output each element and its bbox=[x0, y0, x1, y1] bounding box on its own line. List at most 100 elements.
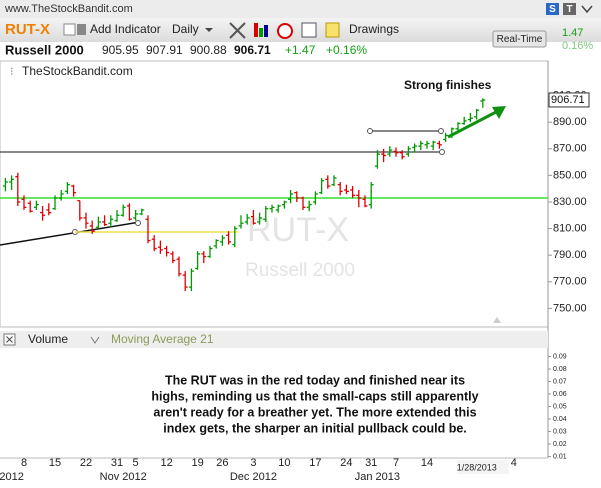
x-tick-label: 14 bbox=[421, 457, 433, 469]
annotation: Strong finishes bbox=[404, 78, 492, 92]
x-tick-label: 4 bbox=[511, 457, 517, 469]
volume-options[interactable] bbox=[90, 336, 100, 344]
volume-tick-label: 0.08 bbox=[553, 366, 567, 373]
period-arrow[interactable] bbox=[205, 28, 213, 32]
commentary-line: The RUT was in the red today and finishe… bbox=[165, 373, 465, 387]
tools-icon[interactable] bbox=[229, 22, 246, 39]
x-tick-label: 12 bbox=[160, 457, 172, 469]
indicator-icon[interactable] bbox=[77, 24, 86, 35]
volume-tick-label: 0.07 bbox=[553, 378, 567, 385]
side-change-pct: 0.16% bbox=[562, 40, 593, 52]
layout-icon[interactable] bbox=[301, 22, 317, 38]
add-indicator[interactable]: Add Indicator bbox=[90, 22, 161, 36]
indicator-label: Moving Average 21 bbox=[111, 332, 214, 346]
y-tick-label: 870.00 bbox=[553, 143, 587, 155]
x-tick-label: 24 bbox=[340, 457, 352, 469]
x-tick-label: 22 bbox=[80, 457, 92, 469]
volume-tick-label: 0.05 bbox=[553, 403, 567, 410]
compare-icon[interactable] bbox=[63, 23, 76, 36]
t-button[interactable] bbox=[563, 3, 576, 15]
y-tick-label: 770.00 bbox=[553, 276, 587, 288]
quote-name: Russell 2000 bbox=[5, 42, 84, 57]
source-icon: ⁝ bbox=[10, 66, 14, 78]
x-tick-label: 10 bbox=[278, 457, 290, 469]
trend-line bbox=[0, 221, 141, 246]
volume-tick-label: 0.02 bbox=[553, 441, 567, 448]
s-label: S bbox=[549, 4, 556, 15]
symbol[interactable]: RUT-X bbox=[5, 21, 50, 38]
s-button[interactable] bbox=[546, 3, 559, 15]
realtime-button[interactable] bbox=[492, 30, 547, 48]
quote-low: 900.88 bbox=[190, 43, 227, 57]
arrow-head bbox=[492, 106, 506, 119]
title-bar bbox=[0, 0, 601, 18]
y-tick-label: 790.00 bbox=[553, 249, 587, 261]
quote-last: 906.71 bbox=[234, 43, 271, 57]
arrow-shaft bbox=[447, 109, 499, 139]
volume-tick-label: 0.09 bbox=[553, 353, 567, 360]
volume-tick-label: 0.06 bbox=[553, 391, 567, 398]
alert-icon[interactable] bbox=[277, 23, 293, 39]
x-month-label: 2012 bbox=[0, 471, 24, 483]
t-label: T bbox=[566, 4, 572, 15]
chart-icon[interactable] bbox=[254, 23, 258, 37]
x-month-label: Dec 2012 bbox=[230, 471, 277, 483]
commentary-line: highs, reminding us that the small-caps … bbox=[151, 389, 478, 403]
side-change: 1.47 bbox=[562, 27, 583, 39]
x-tick-label: 7 bbox=[393, 457, 399, 469]
x-tick-label: 31 bbox=[111, 457, 123, 469]
quote-change-pct: +0.16% bbox=[326, 43, 367, 57]
last-price: 906.71 bbox=[551, 94, 585, 106]
menu-arrow[interactable] bbox=[581, 5, 593, 14]
realtime-label: Real-Time bbox=[497, 34, 543, 45]
cursor-date-box bbox=[456, 460, 509, 474]
last-price-box bbox=[548, 92, 590, 108]
commentary-line: index gets, the sharper an initial pullb… bbox=[163, 421, 467, 435]
close-x bbox=[6, 336, 13, 343]
watermark: RUT-X Russell 2000 bbox=[245, 211, 355, 281]
x-tick-label: 26 bbox=[216, 457, 228, 469]
line-handle bbox=[367, 128, 373, 134]
commentary-line: aren't ready for a breather yet. The mor… bbox=[153, 405, 476, 419]
x-month-label: Nov 2012 bbox=[100, 471, 147, 483]
line-handle bbox=[438, 128, 444, 134]
volume-tick-label: 0.04 bbox=[553, 416, 567, 423]
x-tick-label: 3 bbox=[250, 457, 256, 469]
volume-label: Volume bbox=[28, 332, 68, 346]
x-tick-label: 31 bbox=[365, 457, 377, 469]
commentary: The RUT was in the red today and finishe… bbox=[151, 373, 478, 435]
watermark-name: Russell 2000 bbox=[245, 260, 355, 281]
x-tick-label: 8 bbox=[21, 457, 27, 469]
line-handle bbox=[439, 149, 445, 155]
x-tick-label: 5 bbox=[133, 457, 139, 469]
pane-header bbox=[0, 331, 548, 348]
url: www.TheStockBandit.com bbox=[4, 3, 133, 15]
y-tick-label: 830.00 bbox=[553, 196, 587, 208]
cursor-date: 1/28/2013 bbox=[457, 462, 497, 472]
x-tick-label: 19 bbox=[191, 457, 203, 469]
x-tick-label: 15 bbox=[49, 457, 61, 469]
watermark-symbol: RUT-X bbox=[247, 211, 349, 249]
drawings[interactable]: Drawings bbox=[349, 22, 399, 36]
quote-high: 907.91 bbox=[146, 43, 183, 57]
scroll-marker bbox=[493, 317, 501, 323]
y-tick-label: 750.00 bbox=[553, 302, 587, 314]
source: TheStockBandit.com bbox=[22, 64, 133, 78]
y-tick-label: 850.00 bbox=[553, 169, 587, 181]
line-handle bbox=[135, 220, 141, 226]
volume-tick-label: 0.03 bbox=[553, 428, 567, 435]
price-pane bbox=[0, 60, 549, 328]
y-tick-label: 810.00 bbox=[553, 222, 587, 234]
quote-open: 905.95 bbox=[102, 43, 139, 57]
volume-tick-label: 0.01 bbox=[553, 453, 567, 460]
x-tick-label: 17 bbox=[309, 457, 321, 469]
period[interactable]: Daily bbox=[172, 22, 199, 36]
chart-icon-3[interactable] bbox=[264, 25, 268, 37]
x-month-label: Jan 2013 bbox=[355, 471, 400, 483]
chart-icon-2[interactable] bbox=[259, 28, 263, 37]
quote-change: +1.47 bbox=[285, 43, 316, 57]
y-tick-label: 890.00 bbox=[553, 116, 587, 128]
note-icon[interactable] bbox=[325, 22, 340, 38]
